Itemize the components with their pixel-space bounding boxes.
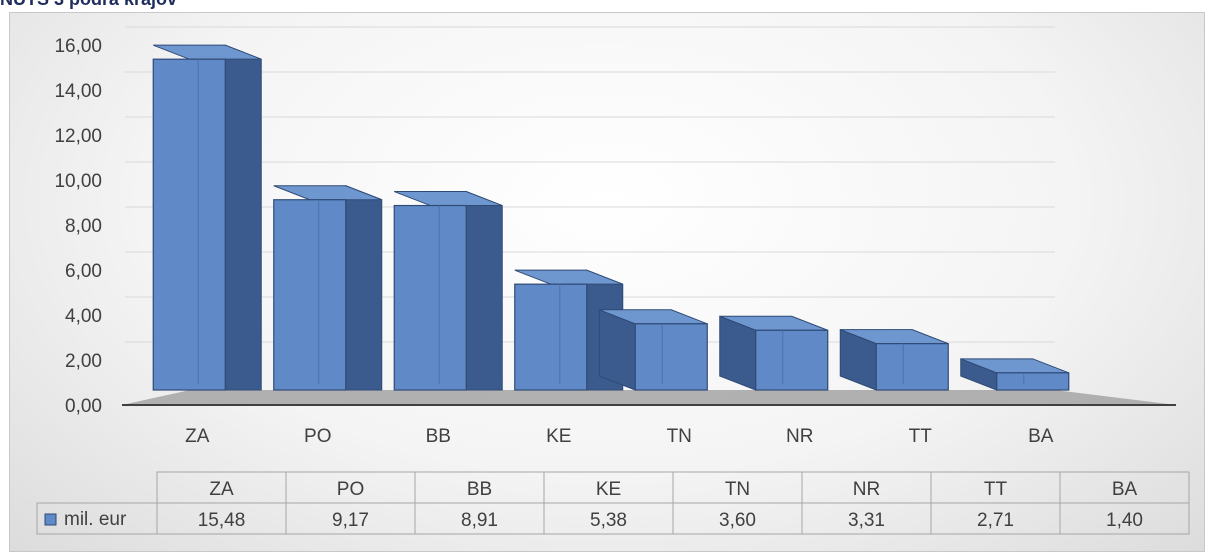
bar-front-face	[634, 323, 708, 391]
bar-front-face	[755, 329, 829, 391]
bars	[152, 44, 1070, 391]
table-value-cell: 3,31	[848, 510, 885, 531]
table-value-cell: 1,40	[1106, 510, 1143, 531]
bar-za	[152, 44, 262, 391]
bar-side-face	[224, 44, 262, 391]
bar-side-face	[465, 190, 503, 391]
y-tick-label: 8,00	[65, 216, 102, 237]
legend-label: mil. eur	[64, 509, 127, 530]
bar-front-face	[273, 199, 347, 391]
table-header-cell: TT	[984, 479, 1008, 500]
table-value-cell: 15,48	[198, 510, 246, 531]
x-tick-label: NR	[786, 426, 813, 447]
y-tick-label: 6,00	[65, 261, 102, 282]
y-tick-label: 4,00	[65, 306, 102, 327]
y-tick-label: 14,00	[54, 81, 102, 102]
x-tick-label: BB	[426, 426, 451, 447]
page-title: NUTS 3 podľa krajov	[0, 0, 177, 10]
table-value-cell: 5,38	[590, 510, 627, 531]
table-header-cell: TN	[725, 479, 750, 500]
bar-tn	[598, 309, 708, 391]
bar-top-face	[514, 269, 623, 285]
bar-front-face	[393, 204, 467, 391]
table-header-cell: ZA	[209, 479, 234, 500]
bar-front-face	[996, 372, 1070, 391]
x-tick-label: PO	[304, 426, 331, 447]
table-header-cell: PO	[337, 479, 364, 500]
bar-ba	[960, 358, 1070, 391]
floor-plane	[122, 390, 1176, 405]
table-value-cell: 8,91	[461, 510, 498, 531]
y-tick-label: 12,00	[54, 126, 102, 147]
bar-top-face	[273, 185, 382, 201]
table-header-cell: BB	[467, 479, 492, 500]
table-value-cell: 9,17	[332, 510, 369, 531]
legend-swatch	[44, 513, 57, 526]
bar-top-face	[394, 191, 503, 207]
table-value-cell: 2,71	[977, 510, 1014, 531]
table-header-cell: NR	[853, 479, 880, 500]
x-tick-label: TN	[667, 426, 692, 447]
x-tick-label: TT	[909, 426, 933, 447]
bar-top-face	[153, 44, 262, 60]
y-tick-label: 16,00	[54, 36, 102, 57]
y-tick-label: 0,00	[65, 396, 102, 417]
bar-nr	[719, 315, 829, 391]
x-tick-label: ZA	[185, 426, 210, 447]
y-tick-label: 10,00	[54, 171, 102, 192]
bar-po	[273, 185, 383, 391]
data-table: ZA 15,48 PO 9,17 BB 8,91 KE 5,38 TN 3,60 NR 3,31 TT 2…	[36, 471, 1190, 535]
y-tick-label: 2,00	[65, 351, 102, 372]
x-tick-label: BA	[1028, 426, 1054, 447]
bar-front-face	[152, 58, 226, 391]
bar-bb	[393, 190, 503, 391]
bar-side-face	[345, 185, 383, 391]
chart-floor	[122, 390, 1176, 406]
table-header-cell: KE	[596, 479, 621, 500]
x-tick-label: KE	[546, 426, 571, 447]
y-axis-ticks: 0,00 2,00 4,00 6,00 8,00 10,00 12,00 14,00 16,00	[54, 36, 102, 417]
x-axis-ticks: ZA PO BB KE TN NR TT BA	[185, 426, 1054, 447]
bar-tt	[839, 328, 949, 391]
table-value-cell: 3,60	[719, 510, 756, 531]
bar-front-face	[514, 283, 588, 391]
table-header-cell: BA	[1112, 479, 1138, 500]
bar-front-face	[875, 343, 949, 391]
